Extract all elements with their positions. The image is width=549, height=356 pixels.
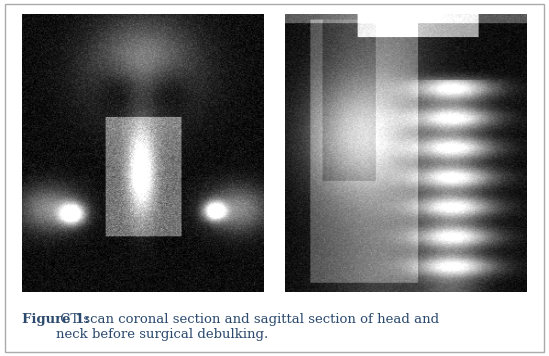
Text: CT scan coronal section and sagittal section of head and
neck before surgical de: CT scan coronal section and sagittal sec… [55,313,439,341]
Text: Figure 1:: Figure 1: [22,313,89,326]
